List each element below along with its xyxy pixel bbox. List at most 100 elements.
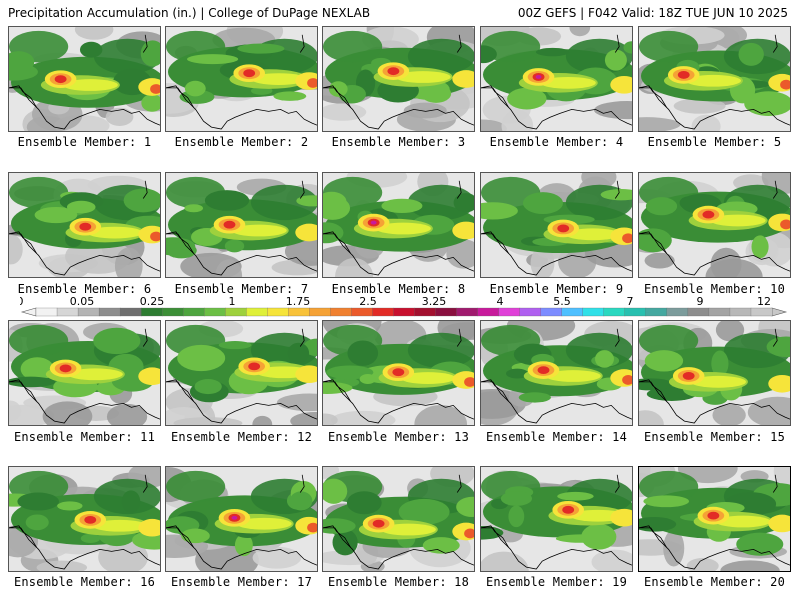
colorbar-bin xyxy=(561,307,584,317)
ensemble-member-label: Ensemble Member: 10 xyxy=(643,282,786,296)
colorbar-tick-label: 7 xyxy=(627,296,634,308)
colorbar-bin xyxy=(687,307,710,317)
colorbar-bin xyxy=(330,307,352,317)
ensemble-member-map-13 xyxy=(322,320,475,426)
colorbar-bin xyxy=(77,307,100,317)
ensemble-member-label: Ensemble Member: 20 xyxy=(643,575,786,589)
precip-field-14 xyxy=(481,321,632,425)
colorbar-bin xyxy=(119,307,142,317)
colorbar-bin xyxy=(162,307,184,317)
ensemble-member-label: Ensemble Member: 6 xyxy=(17,282,152,296)
ensemble-member-map-6 xyxy=(8,172,161,278)
ensemble-member-label: Ensemble Member: 9 xyxy=(489,282,624,296)
model-run-valid-time: 00Z GEFS | F042 Valid: 18Z TUE JUN 10 20… xyxy=(517,6,788,20)
precip-field-18 xyxy=(323,467,474,571)
ensemble-member-map-18 xyxy=(322,466,475,572)
colorbar-tick-label: 1 xyxy=(229,296,236,308)
colorbar-tick-label: 2.5 xyxy=(359,296,377,308)
colorbar-bin xyxy=(603,307,626,317)
ensemble-member-map-4 xyxy=(480,26,633,132)
ensemble-member-map-7 xyxy=(165,172,318,278)
precip-field-8 xyxy=(323,173,474,277)
ensemble-member-map-2 xyxy=(165,26,318,132)
ensemble-member-label: Ensemble Member: 17 xyxy=(170,575,313,589)
ensemble-member-label: Ensemble Member: 7 xyxy=(174,282,309,296)
ensemble-member-map-20 xyxy=(638,466,791,572)
ensemble-member-map-17 xyxy=(165,466,318,572)
colorbar-tick-label: 5.5 xyxy=(553,296,571,308)
colorbar-bin xyxy=(645,307,668,317)
colorbar-graphic: 0 0.05 0.25 1 1.75 2.5 3.25 4 5.5 7 9 12 xyxy=(20,296,788,317)
precip-field-4 xyxy=(481,27,632,131)
colorbar-bin xyxy=(582,307,605,317)
precip-field-5 xyxy=(639,27,790,131)
colorbar-tick-label: 1.75 xyxy=(286,296,311,308)
colorbar-tick-label: 9 xyxy=(697,296,704,308)
precip-field-7 xyxy=(166,173,317,277)
colorbar-bin xyxy=(435,307,458,317)
colorbar-bin xyxy=(309,307,331,317)
colorbar-tick-label: 4 xyxy=(497,296,504,308)
colorbar-bin xyxy=(35,307,58,317)
colorbar-bin xyxy=(183,307,205,317)
precip-field-13 xyxy=(323,321,474,425)
colorbar-min-arrow xyxy=(20,307,37,317)
precip-field-17 xyxy=(166,467,317,571)
colorbar-bin xyxy=(267,307,289,317)
colorbar-bin xyxy=(498,307,521,317)
ensemble-member-label: Ensemble Member: 16 xyxy=(13,575,156,589)
colorbar-bin xyxy=(414,307,436,317)
colorbar-bin xyxy=(456,307,479,317)
ensemble-member-map-12 xyxy=(165,320,318,426)
ensemble-member-map-16 xyxy=(8,466,161,572)
precip-field-1 xyxy=(9,27,160,131)
precipitation-colorbar: 0 0.05 0.25 1 1.75 2.5 3.25 4 5.5 7 9 12 xyxy=(20,296,790,318)
ensemble-member-label: Ensemble Member: 11 xyxy=(13,430,156,444)
ensemble-member-map-14 xyxy=(480,320,633,426)
colorbar-bin xyxy=(750,307,773,317)
ensemble-member-map-15 xyxy=(638,320,791,426)
colorbar-bin xyxy=(624,307,647,317)
ensemble-member-label: Ensemble Member: 5 xyxy=(647,135,782,149)
ensemble-member-label: Ensemble Member: 14 xyxy=(485,430,628,444)
ensemble-member-map-3 xyxy=(322,26,475,132)
colorbar-tick-label: 12 xyxy=(757,296,771,308)
precip-field-20 xyxy=(639,467,790,571)
colorbar-tick-label: 0.25 xyxy=(140,296,165,308)
precip-field-16 xyxy=(9,467,160,571)
precip-field-12 xyxy=(166,321,317,425)
precip-field-9 xyxy=(481,173,632,277)
colorbar-bin xyxy=(140,307,163,317)
precip-field-2 xyxy=(166,27,317,131)
colorbar-tick-label: 0.05 xyxy=(70,296,95,308)
colorbar-bin xyxy=(288,307,310,317)
ensemble-member-map-5 xyxy=(638,26,791,132)
ensemble-member-map-9 xyxy=(480,172,633,278)
ensemble-member-map-8 xyxy=(322,172,475,278)
colorbar-tick-label: 3.25 xyxy=(422,296,447,308)
colorbar-bin xyxy=(393,307,415,317)
ensemble-member-label: Ensemble Member: 4 xyxy=(489,135,624,149)
map-title: Precipitation Accumulation (in.) | Colle… xyxy=(8,6,371,20)
ensemble-member-label: Ensemble Member: 1 xyxy=(17,135,152,149)
colorbar-bin xyxy=(351,307,373,317)
ensemble-member-label: Ensemble Member: 3 xyxy=(331,135,466,149)
ensemble-member-map-10 xyxy=(638,172,791,278)
colorbar-bin xyxy=(477,307,500,317)
ensemble-member-label: Ensemble Member: 2 xyxy=(174,135,309,149)
precip-field-11 xyxy=(9,321,160,425)
ensemble-member-label: Ensemble Member: 13 xyxy=(327,430,470,444)
ensemble-member-map-19 xyxy=(480,466,633,572)
colorbar-bin xyxy=(729,307,752,317)
colorbar-bin xyxy=(372,307,394,317)
ensemble-member-label: Ensemble Member: 12 xyxy=(170,430,313,444)
colorbar-bin xyxy=(204,307,226,317)
colorbar-bin xyxy=(708,307,731,317)
colorbar-bin xyxy=(246,307,268,317)
colorbar-bin xyxy=(666,307,689,317)
precip-field-6 xyxy=(9,173,160,277)
ensemble-member-label: Ensemble Member: 8 xyxy=(331,282,466,296)
colorbar-bin xyxy=(98,307,121,317)
colorbar-bin xyxy=(519,307,542,317)
colorbar-tick-label: 0 xyxy=(20,296,24,308)
